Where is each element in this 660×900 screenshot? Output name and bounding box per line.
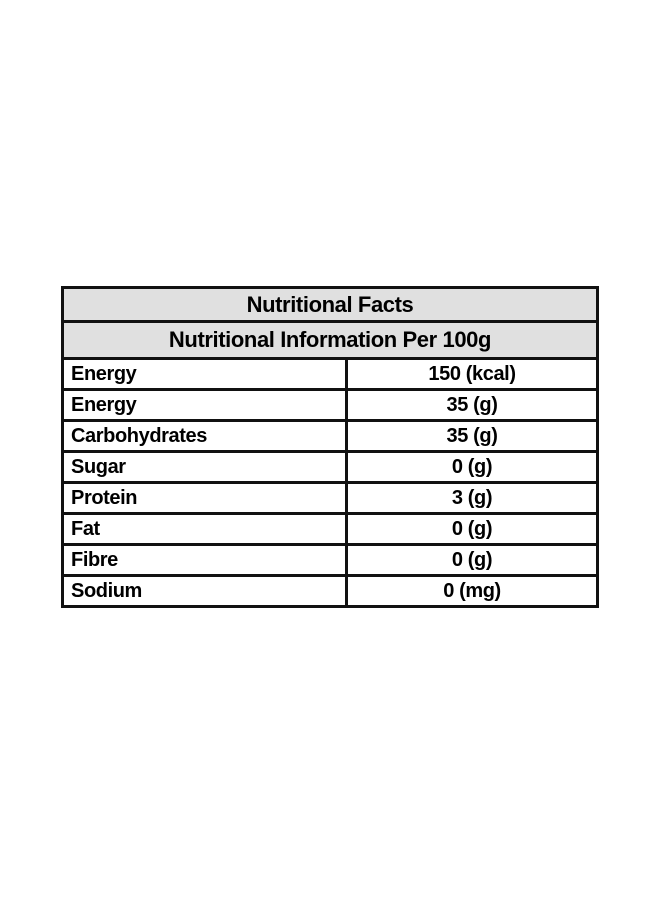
- nutrient-label: Carbohydrates: [61, 419, 348, 453]
- table-row: Sodium 0 (mg): [61, 574, 599, 608]
- nutrient-value: 35 (g): [345, 388, 599, 422]
- table-row: Energy 150 (kcal): [61, 357, 599, 391]
- nutrient-value: 0 (mg): [345, 574, 599, 608]
- table-subtitle-row: Nutritional Information Per 100g: [61, 320, 599, 360]
- nutrient-label: Sugar: [61, 450, 348, 484]
- nutrient-value: 0 (g): [345, 543, 599, 577]
- nutrient-label: Protein: [61, 481, 348, 515]
- table-subtitle: Nutritional Information Per 100g: [61, 320, 599, 360]
- table-row: Fat 0 (g): [61, 512, 599, 546]
- table-row: Protein 3 (g): [61, 481, 599, 515]
- nutrient-label: Fibre: [61, 543, 348, 577]
- table-row: Fibre 0 (g): [61, 543, 599, 577]
- nutrient-label: Sodium: [61, 574, 348, 608]
- nutrient-value: 35 (g): [345, 419, 599, 453]
- nutrient-label: Energy: [61, 357, 348, 391]
- table-title-row: Nutritional Facts: [61, 286, 599, 323]
- nutrient-value: 150 (kcal): [345, 357, 599, 391]
- nutrient-label: Fat: [61, 512, 348, 546]
- table-row: Energy 35 (g): [61, 388, 599, 422]
- nutrient-label: Energy: [61, 388, 348, 422]
- nutrient-value: 0 (g): [345, 512, 599, 546]
- table-row: Carbohydrates 35 (g): [61, 419, 599, 453]
- table-row: Sugar 0 (g): [61, 450, 599, 484]
- table-title: Nutritional Facts: [61, 286, 599, 323]
- nutrient-value: 0 (g): [345, 450, 599, 484]
- nutrient-value: 3 (g): [345, 481, 599, 515]
- nutrition-facts-table: Nutritional Facts Nutritional Informatio…: [61, 286, 599, 608]
